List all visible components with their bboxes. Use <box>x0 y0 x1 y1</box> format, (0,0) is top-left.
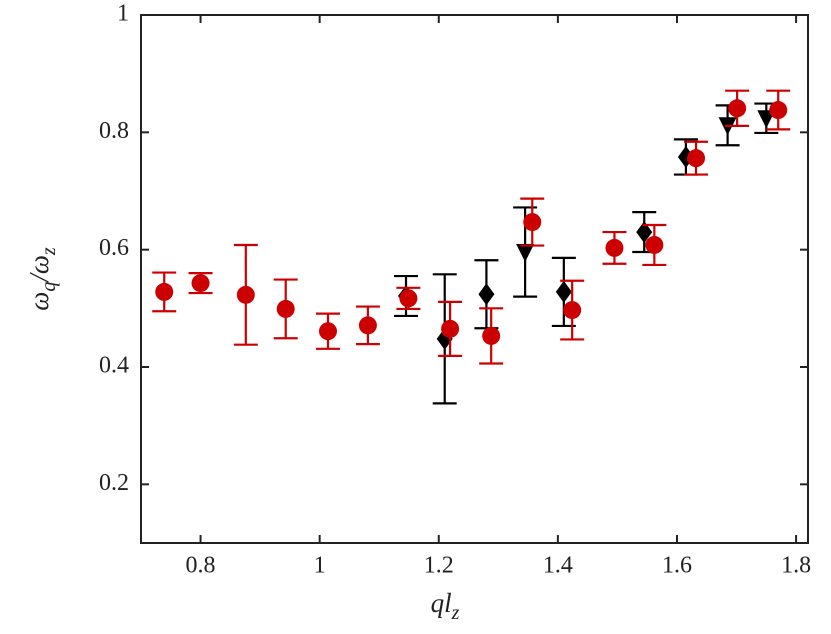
y-tick-label: 0.4 <box>99 353 129 379</box>
x-tick-label: 1.8 <box>781 553 811 579</box>
point <box>482 326 501 345</box>
point <box>563 301 582 320</box>
point <box>155 282 174 301</box>
y-label-sub: z <box>38 247 60 256</box>
point <box>645 235 664 254</box>
point <box>605 238 624 257</box>
x-label-main: ql <box>431 588 452 618</box>
point <box>728 99 747 118</box>
x-tick-label: 1 <box>314 553 326 579</box>
y-axis-label: ωq/ωz <box>24 247 59 311</box>
point <box>687 149 706 168</box>
point <box>399 289 418 308</box>
point <box>769 101 788 120</box>
y-label-part: ω <box>24 292 54 311</box>
x-tick-label: 0.8 <box>186 553 216 579</box>
point <box>555 280 572 303</box>
point <box>276 299 295 318</box>
point <box>478 283 495 306</box>
plot-frame <box>140 14 809 544</box>
point <box>516 244 535 263</box>
point <box>441 319 460 338</box>
point <box>318 322 337 341</box>
x-tick-label: 1.2 <box>424 553 454 579</box>
y-label-sub: q <box>38 282 60 292</box>
x-tick-label: 1.4 <box>543 553 573 579</box>
point <box>236 285 255 304</box>
point <box>636 221 653 244</box>
x-axis-label: qlz <box>431 588 460 623</box>
point <box>191 274 210 293</box>
y-tick-label: 0.2 <box>99 470 129 496</box>
point <box>358 316 377 335</box>
x-label-sub: z <box>451 602 460 624</box>
y-label-part: /ω <box>24 255 54 284</box>
y-tick-label: 0.6 <box>99 235 129 261</box>
point <box>523 213 542 232</box>
y-tick-label: 0.8 <box>99 118 129 144</box>
x-tick-label: 1.6 <box>662 553 692 579</box>
y-tick-label: 1 <box>117 1 129 27</box>
